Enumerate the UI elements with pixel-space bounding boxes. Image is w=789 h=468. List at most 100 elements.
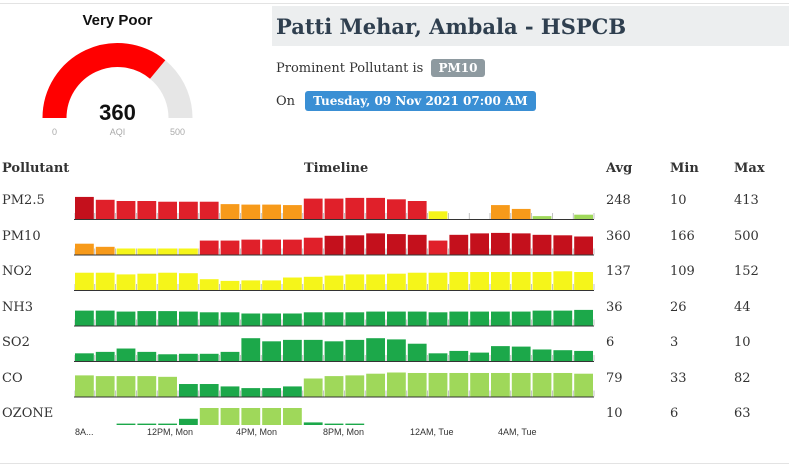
timeline-bar (199, 240, 219, 255)
timeline-bar (470, 352, 489, 361)
pollutant-name: PM10 (2, 228, 41, 244)
timeline-bar (324, 376, 344, 397)
timeline-bar (116, 311, 136, 326)
timeline-bar (95, 246, 115, 255)
timeline-bar (137, 248, 157, 255)
station-name: Patti Mehar, Ambala - HSPCB (276, 14, 627, 39)
timeline-bar (220, 408, 240, 425)
timeline-bar (387, 234, 406, 255)
timeline-bar (137, 376, 157, 397)
timeline-bar (303, 339, 323, 361)
pollutant-min: 109 (670, 264, 695, 279)
timeline-bar (553, 235, 573, 255)
axis-tick-label: 8A... (75, 427, 94, 437)
bottom-border (0, 463, 789, 464)
timeline-bar (345, 312, 365, 326)
timeline-bar (532, 234, 552, 255)
timeline-bar (324, 198, 344, 219)
axis-tick-label: 4PM, Mon (236, 427, 278, 437)
timeline-bar (137, 351, 157, 361)
timeline-bar (179, 353, 198, 361)
pollutant-min: 10 (670, 193, 687, 208)
timeline-bar (158, 423, 177, 425)
pollutant-avg: 10 (606, 406, 623, 421)
timeline-bar (75, 243, 94, 255)
timeline-bar (366, 274, 385, 290)
timeline-bar (220, 240, 240, 255)
timeline-bar (345, 423, 365, 425)
timeline-bar (220, 386, 240, 397)
timeline-bar (283, 277, 302, 290)
timeline-chart (74, 196, 595, 425)
top-border (0, 3, 789, 4)
gauge-max-label: 500 (170, 127, 186, 137)
timeline-bar (449, 272, 469, 290)
timeline-bar (470, 372, 489, 397)
timeline-bar (95, 351, 115, 361)
pollutant-min: 26 (670, 299, 687, 315)
timeline-bar (532, 310, 552, 326)
timeline-bar (116, 248, 136, 255)
axis-tick-label: 12AM, Tue (410, 427, 454, 437)
timeline-bar (179, 201, 198, 219)
pollutant-name: CO (2, 370, 23, 386)
timeline-bar (158, 311, 177, 326)
timeline-bar (179, 418, 198, 425)
timeline-bar (345, 274, 365, 290)
timeline-bar (179, 273, 198, 290)
timeline-bar (179, 311, 198, 326)
timeline-bar (387, 311, 406, 326)
timeline-bar (345, 375, 365, 397)
timeline-bar (137, 273, 157, 290)
timeline-bar (283, 313, 302, 326)
timeline-bar (220, 351, 240, 361)
prominent-pollutant-label: Prominent Pollutant is (276, 61, 424, 76)
timeline-bar (574, 236, 593, 255)
pollutant-name: PM2.5 (2, 193, 45, 208)
timeline-bar (491, 205, 510, 219)
timeline-bar (262, 204, 281, 219)
timeline-bar (470, 272, 489, 290)
timeline-bar (241, 239, 261, 255)
timeline-bar (491, 232, 510, 255)
station-header: Patti Mehar, Ambala - HSPCB (272, 6, 789, 46)
timeline-bar (532, 349, 552, 361)
pollutant-max: 44 (734, 299, 751, 315)
timeline-bar (137, 423, 157, 425)
timeline-bar (428, 211, 448, 219)
timeline-bar (532, 216, 552, 219)
pollutant-name: SO2 (2, 335, 30, 350)
timeline-bar (116, 201, 136, 219)
axis-tick-label: 8PM, Mon (323, 427, 365, 437)
timeline-bar (283, 386, 302, 397)
axis-tick-label: 12PM, Mon (147, 427, 194, 437)
timeline-bar (241, 388, 261, 397)
pollutant-avg: 36 (606, 299, 623, 315)
timeline-bar (366, 233, 385, 255)
timeline-bar (303, 276, 323, 290)
timeline-bar (95, 376, 115, 397)
timeline-bar (387, 339, 406, 361)
pollutant-max: 413 (734, 193, 759, 208)
timeline-bar (220, 204, 240, 219)
timeline-bar (179, 384, 198, 397)
timeline-bar (449, 311, 469, 326)
header-timeline: Timeline (304, 161, 369, 176)
pollutant-min: 6 (670, 406, 679, 421)
timeline-bar (387, 199, 406, 219)
timeline-bar (199, 384, 219, 397)
timeline-bar (241, 408, 261, 425)
pollutant-avg: 248 (606, 193, 631, 208)
pollutant-min: 166 (670, 228, 695, 244)
timeline-bar (574, 272, 593, 290)
timeline-bar (428, 312, 448, 326)
timeline-bar (407, 234, 427, 255)
timeline-bar (262, 313, 281, 326)
timeline-bar (116, 274, 136, 290)
gauge-arc (42, 43, 193, 119)
timeline-bar (511, 208, 531, 219)
aqi-gauge: Very Poor 360 AQI 0 500 (30, 8, 205, 143)
timeline-bar (511, 311, 531, 326)
timeline-bar (553, 350, 573, 361)
timeline-bar (116, 376, 136, 397)
